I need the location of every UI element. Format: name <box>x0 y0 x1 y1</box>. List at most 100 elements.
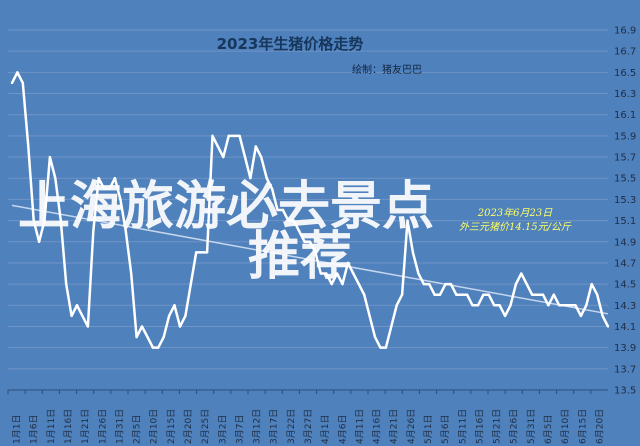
y-tick-label: 14.3 <box>614 301 636 312</box>
data-point <box>119 198 122 201</box>
data-point <box>303 240 306 243</box>
x-tick-label: 4月26日 <box>406 409 417 444</box>
data-point <box>265 177 268 180</box>
data-point <box>595 293 599 296</box>
x-tick-label: 3月27日 <box>303 409 314 444</box>
x-tick-label: 6月20日 <box>594 409 605 444</box>
x-tick-label: 5月21日 <box>492 409 503 444</box>
data-point <box>124 229 127 233</box>
y-tick-label: 14.5 <box>614 280 636 291</box>
data-point <box>37 240 41 243</box>
x-tick-label: 2月15日 <box>166 409 177 444</box>
data-point <box>270 187 274 191</box>
data-point <box>368 314 371 318</box>
data-point <box>232 134 236 138</box>
data-point <box>509 304 512 307</box>
x-tick-label: 4月21日 <box>389 409 400 444</box>
x-tick-label: 1月1日 <box>12 415 23 444</box>
x-tick-label: 4月11日 <box>354 409 365 444</box>
data-point <box>254 145 258 148</box>
data-point <box>281 208 285 212</box>
data-point <box>27 145 30 148</box>
data-point <box>558 304 561 307</box>
data-point <box>97 177 100 180</box>
x-tick-label: 5月1日 <box>423 415 434 444</box>
data-point <box>379 346 382 349</box>
data-point <box>21 81 25 85</box>
data-point <box>428 282 431 286</box>
data-point <box>130 272 133 275</box>
x-tick-label: 4月16日 <box>372 409 383 444</box>
data-point <box>173 304 176 307</box>
data-point <box>162 335 165 339</box>
data-point <box>81 314 84 318</box>
data-point <box>552 293 556 296</box>
data-point <box>547 304 550 307</box>
x-tick-label: 1月16日 <box>63 409 74 444</box>
data-point <box>86 325 90 328</box>
x-tick-label: 3月7日 <box>234 415 245 444</box>
chart-title: 2023年生猪价格走势 <box>217 35 364 53</box>
data-point <box>568 304 572 307</box>
data-point <box>574 304 577 307</box>
data-point <box>16 71 19 74</box>
data-point <box>178 325 182 328</box>
grid-lines <box>8 29 608 391</box>
y-tick-label: 16.9 <box>614 26 636 37</box>
data-point <box>308 240 312 243</box>
data-point <box>48 155 52 159</box>
data-point <box>184 314 187 318</box>
data-point <box>525 282 528 286</box>
y-tick-label: 13.9 <box>614 343 636 354</box>
data-point <box>216 145 220 148</box>
x-tick-label: 2月10日 <box>149 409 160 444</box>
y-tick-label: 16.1 <box>614 110 636 121</box>
data-point <box>362 293 366 296</box>
data-point <box>102 187 106 191</box>
x-tick-label: 2月25日 <box>200 409 211 444</box>
y-tick-label: 15.1 <box>614 216 636 227</box>
data-point <box>541 293 545 296</box>
x-tick-label: 4月1日 <box>320 415 331 444</box>
data-point <box>151 346 155 349</box>
data-point <box>189 282 192 286</box>
y-tick-label: 15.9 <box>614 131 636 142</box>
data-point <box>471 304 474 307</box>
x-tick-label: 5月26日 <box>509 409 520 444</box>
x-axis: 1月1日 1月6日 1月11日 1月16日 1月21日 1月26日 1月31日 2月5日 2月1… <box>7 390 605 444</box>
x-tick-label: 2月20日 <box>183 409 194 444</box>
series-layer <box>10 71 610 349</box>
y-tick-label: 14.9 <box>614 237 636 248</box>
x-tick-label: 3月22日 <box>286 409 297 444</box>
y-tick-label: 15.5 <box>614 174 636 185</box>
y-tick-label: 14.7 <box>614 258 636 269</box>
data-point <box>482 293 485 296</box>
data-point <box>590 282 593 286</box>
data-point <box>579 314 583 318</box>
data-point <box>411 251 415 254</box>
data-point <box>417 272 420 275</box>
data-point <box>157 346 160 349</box>
y-tick-label: 13.5 <box>614 386 636 397</box>
watermark-line-1: 上海旅游必去景点 <box>18 177 434 237</box>
data-point <box>585 304 588 307</box>
data-point <box>227 134 230 138</box>
data-point <box>449 282 453 286</box>
data-point <box>135 335 138 339</box>
data-point <box>346 261 350 265</box>
data-point <box>167 314 171 318</box>
data-point <box>422 282 425 286</box>
x-tick-label: 3月2日 <box>217 415 228 444</box>
data-point <box>211 134 214 138</box>
data-point <box>476 304 480 307</box>
data-point <box>563 304 566 307</box>
watermark-line-2: 推荐 <box>248 227 352 287</box>
data-point <box>243 155 247 159</box>
data-point <box>536 293 539 296</box>
data-point <box>113 177 117 180</box>
x-tick-label: 6月15日 <box>577 409 588 444</box>
data-point <box>59 219 62 222</box>
data-point <box>238 134 241 138</box>
data-point <box>70 314 73 318</box>
data-point <box>606 325 610 328</box>
